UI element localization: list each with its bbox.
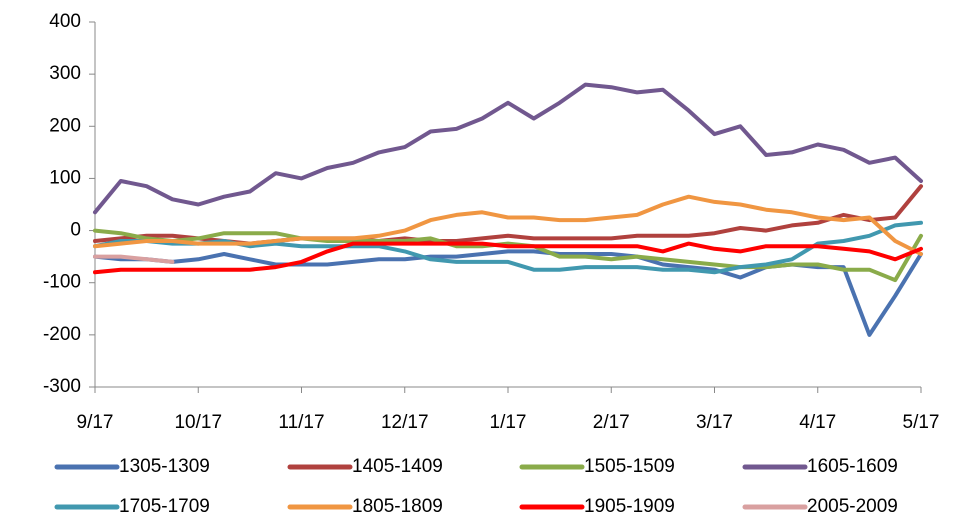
x-tick-label: 4/17 xyxy=(799,412,836,433)
legend-label: 2005-2009 xyxy=(807,496,898,517)
legend-label: 1405-1409 xyxy=(352,456,443,477)
x-tick-label: 12/17 xyxy=(381,412,429,433)
y-tick-label: -100 xyxy=(43,272,81,293)
series-line xyxy=(93,194,923,256)
x-tick-label: 5/17 xyxy=(903,412,940,433)
x-tick-label: 9/17 xyxy=(77,412,114,433)
legend-label: 1805-1809 xyxy=(352,496,443,517)
legend-label: 1705-1709 xyxy=(119,496,210,517)
y-tick-label: 300 xyxy=(49,63,81,84)
series-line xyxy=(93,254,175,264)
y-tick-label: -200 xyxy=(43,324,81,345)
series-line xyxy=(93,241,923,275)
y-tick-label: -300 xyxy=(43,376,81,397)
y-tick-label: 400 xyxy=(49,11,81,32)
x-tick-label: 10/17 xyxy=(174,412,222,433)
legend-label: 1605-1609 xyxy=(807,456,898,477)
x-tick-label: 3/17 xyxy=(696,412,733,433)
y-tick-label: 0 xyxy=(70,220,81,241)
x-tick-label: 1/17 xyxy=(490,412,527,433)
y-tick-label: 100 xyxy=(49,167,81,188)
x-tick-label: 2/17 xyxy=(593,412,630,433)
legend-label: 1305-1309 xyxy=(119,456,210,477)
x-tick-label: 11/17 xyxy=(278,412,324,433)
series-line xyxy=(93,228,923,283)
y-tick-label: 200 xyxy=(49,115,81,136)
legend-label: 1505-1509 xyxy=(584,456,675,477)
legend-label: 1905-1909 xyxy=(584,496,675,517)
series-line xyxy=(93,82,923,215)
